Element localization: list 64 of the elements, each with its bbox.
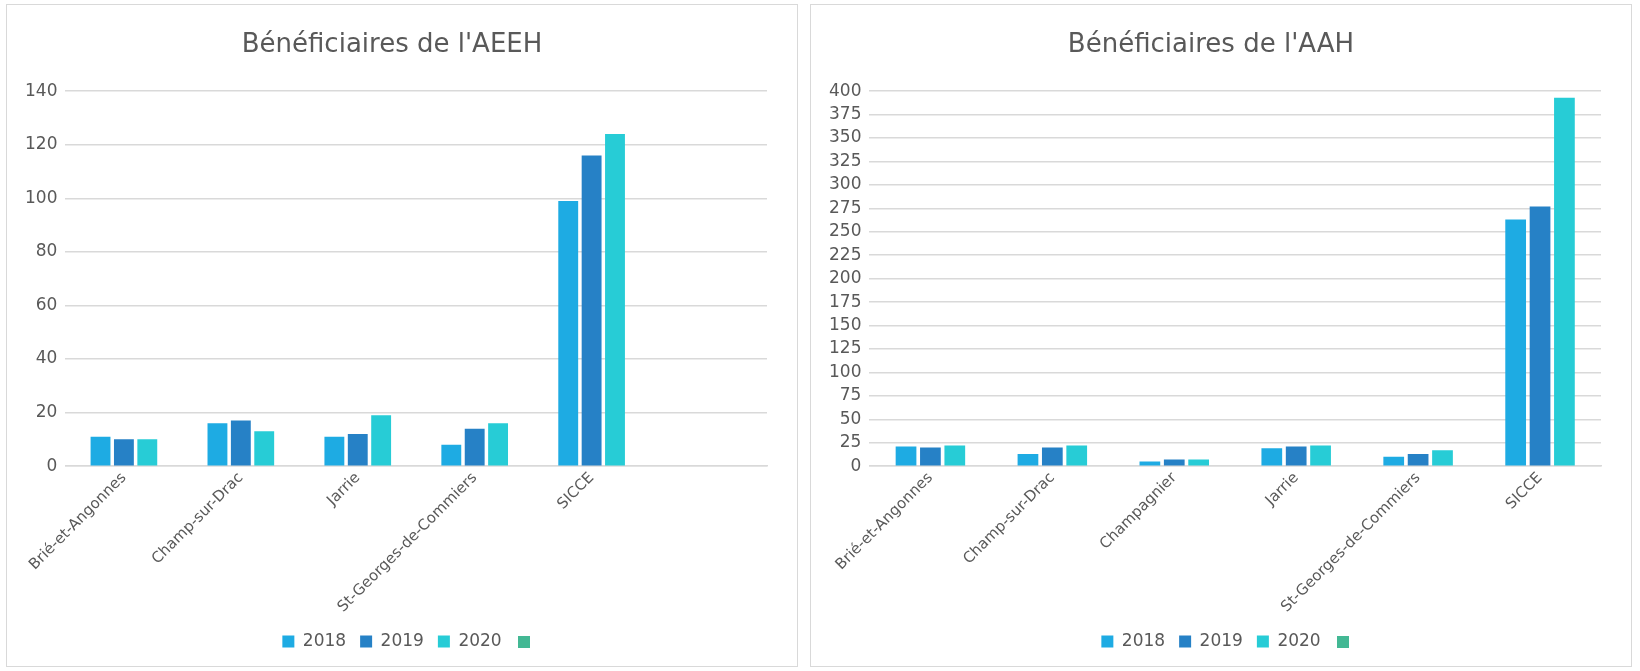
- bar: [895, 446, 917, 466]
- bar: [1310, 445, 1331, 466]
- bar: [944, 445, 966, 466]
- y-tick-label: 400: [828, 79, 862, 100]
- bar: [488, 423, 509, 466]
- bar: [1505, 219, 1527, 466]
- y-tick-label: 325: [828, 149, 862, 170]
- bar: [1139, 461, 1161, 466]
- bar: [605, 134, 625, 466]
- y-tick-label: 175: [828, 290, 862, 311]
- y-tick-label: 100: [828, 360, 862, 381]
- y-tick-label: 0: [46, 454, 58, 475]
- y-tick-label: 40: [35, 347, 58, 368]
- bar: [464, 428, 485, 466]
- bar: [230, 420, 251, 466]
- bar: [1554, 97, 1575, 466]
- legend-label: 2020: [458, 629, 502, 650]
- y-tick-label: 225: [828, 243, 862, 264]
- bar: [1285, 446, 1307, 466]
- bar: [558, 201, 579, 466]
- bar: [90, 436, 111, 466]
- bar: [113, 439, 134, 466]
- y-tick-label: 275: [828, 196, 862, 217]
- y-tick-label: 80: [35, 240, 58, 261]
- legend-label: 2019: [1199, 629, 1243, 650]
- bar: [1383, 456, 1405, 466]
- y-tick-label: 250: [828, 220, 862, 241]
- y-tick-label: 60: [35, 293, 58, 314]
- y-tick-label: 200: [828, 267, 862, 288]
- y-tick-label: 150: [828, 313, 862, 334]
- bar: [1017, 453, 1039, 466]
- legend-label: 2018: [1121, 629, 1166, 650]
- bar: [324, 436, 345, 466]
- y-tick-label: 350: [828, 126, 862, 147]
- chart-title: Bénéficiaires de l'AAH: [1067, 28, 1355, 59]
- y-tick-label: 120: [24, 133, 58, 154]
- legend-label: 2018: [302, 629, 347, 650]
- bar: [441, 444, 462, 466]
- bar: [1066, 445, 1088, 466]
- bar: [1041, 447, 1063, 466]
- bar: [347, 434, 368, 466]
- y-tick-label: 75: [839, 384, 862, 405]
- chart-title: Bénéficiaires de l'AEEH: [241, 28, 543, 59]
- bar: [1407, 453, 1429, 466]
- y-tick-label: 125: [828, 337, 862, 358]
- bar: [137, 439, 158, 466]
- legend-label: 2019: [380, 629, 424, 650]
- y-tick-label: 100: [24, 186, 58, 207]
- legend-label: 2020: [1277, 629, 1321, 650]
- y-tick-label: 300: [828, 173, 862, 194]
- y-tick-label: 140: [24, 79, 58, 100]
- y-tick-label: 375: [828, 103, 862, 124]
- bar: [254, 431, 275, 466]
- bar: [1261, 448, 1283, 466]
- bar: [581, 155, 602, 466]
- bar: [1432, 450, 1453, 466]
- bar: [371, 415, 392, 466]
- y-tick-label: 50: [839, 407, 862, 428]
- y-tick-label: 20: [35, 401, 58, 421]
- bar: [1529, 206, 1551, 466]
- bar: [920, 447, 941, 466]
- y-tick-label: 0: [850, 454, 862, 475]
- bar: [207, 423, 228, 466]
- y-tick-label: 25: [839, 431, 862, 452]
